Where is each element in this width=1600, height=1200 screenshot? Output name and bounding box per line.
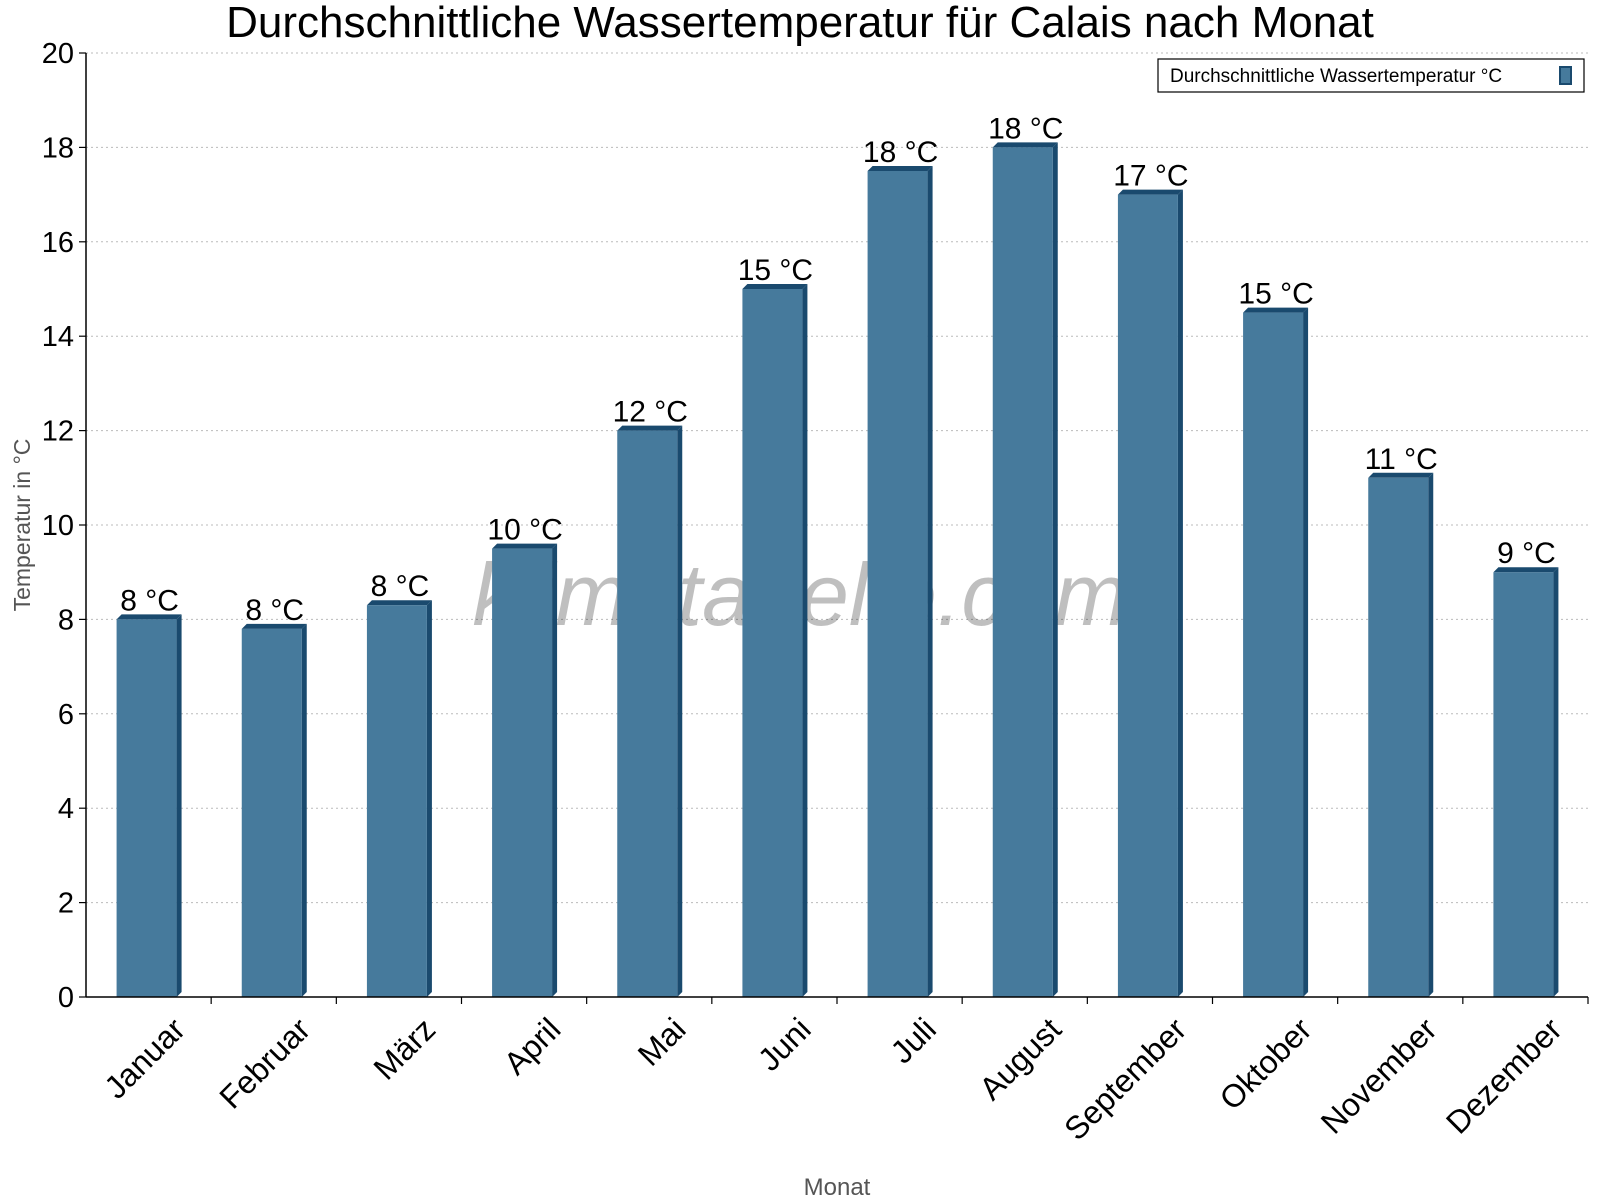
y-tick-label: 16	[42, 227, 74, 259]
gridlines	[86, 52, 1588, 904]
bar-side	[1177, 189, 1183, 998]
bar-side	[927, 166, 933, 997]
bar-side	[301, 623, 307, 997]
bar	[617, 430, 678, 998]
x-tick-label: Juli	[884, 1011, 943, 1070]
data-label: 10 °C	[487, 514, 562, 547]
bar-top	[1243, 307, 1309, 313]
bar-august	[992, 142, 1058, 997]
bar-side	[802, 284, 808, 997]
x-tick-label: September	[1057, 1011, 1193, 1147]
bar	[241, 628, 302, 997]
bar-side	[1303, 307, 1309, 998]
bar	[867, 171, 928, 997]
x-tick-label: Dezember	[1439, 1011, 1569, 1141]
data-label: 8 °C	[371, 570, 430, 603]
data-label: 8 °C	[245, 594, 304, 627]
bar-top	[116, 614, 182, 620]
data-label: 18 °C	[863, 136, 938, 169]
data-label: 15 °C	[1238, 278, 1313, 311]
bar-juli	[867, 166, 933, 997]
bar	[1368, 477, 1429, 997]
chart-title: Durchschnittliche Wassertemperatur für C…	[226, 0, 1374, 47]
bar-top	[742, 284, 808, 289]
bar-mai	[617, 425, 683, 998]
bar-oktober	[1243, 307, 1309, 998]
data-label: 18 °C	[988, 112, 1063, 145]
data-label: 8 °C	[120, 584, 179, 617]
x-axis-label: Monat	[804, 1174, 871, 1200]
bar	[366, 605, 427, 997]
x-tick-label: Mai	[631, 1011, 693, 1073]
bar-side	[552, 543, 558, 997]
x-tick-label: Oktober	[1212, 1011, 1318, 1117]
y-tick-label: 14	[42, 321, 74, 353]
bar	[742, 289, 803, 997]
bar-side	[1553, 567, 1559, 997]
x-tick-label: April	[497, 1011, 568, 1082]
x-tick-label: März	[367, 1011, 443, 1087]
bar-märz	[366, 600, 432, 997]
bar	[992, 147, 1053, 997]
bar-side	[426, 600, 432, 997]
data-label: 17 °C	[1113, 160, 1188, 193]
bar	[1493, 572, 1554, 997]
bar-top	[492, 543, 558, 549]
bar-top	[867, 166, 933, 171]
bar-side	[1428, 472, 1434, 997]
data-label: 12 °C	[613, 396, 688, 429]
y-tick-label: 2	[58, 888, 74, 920]
data-label: 9 °C	[1497, 537, 1556, 570]
bar-top	[1117, 189, 1183, 195]
bar-top	[617, 425, 683, 431]
bar-side	[677, 425, 683, 998]
bar-top	[241, 623, 307, 629]
legend-box	[1157, 58, 1585, 93]
bar-dezember	[1493, 567, 1559, 997]
y-tick-label: 0	[58, 982, 74, 1014]
bar-april	[492, 543, 558, 997]
y-tick-label: 8	[58, 604, 74, 636]
bar-juni	[742, 284, 808, 997]
x-tick-label: November	[1314, 1011, 1444, 1141]
y-tick-label: 12	[42, 416, 74, 448]
bar-top	[1368, 472, 1434, 478]
legend-label: Durchschnittliche Wassertemperatur °C	[1170, 66, 1502, 87]
x-tick-label: Januar	[97, 1011, 192, 1106]
legend-swatch	[1559, 66, 1572, 85]
bar	[1243, 312, 1304, 998]
bar	[1117, 194, 1178, 998]
data-label: 15 °C	[738, 254, 813, 287]
x-tick-label: Juni	[751, 1011, 818, 1078]
y-tick-label: 10	[42, 510, 74, 542]
bar	[116, 619, 177, 997]
bar	[492, 548, 553, 997]
data-label: 11 °C	[1365, 443, 1438, 476]
legend: Durchschnittliche Wassertemperatur °C	[1157, 58, 1585, 93]
y-tick-label: 6	[58, 699, 74, 731]
y-tick-label: 18	[42, 132, 74, 164]
y-tick-label: 4	[58, 793, 74, 825]
bar-september	[1117, 189, 1183, 998]
x-tick-label: August	[972, 1011, 1068, 1107]
bar-januar	[116, 614, 182, 997]
bar-side	[176, 614, 182, 997]
bar-top	[992, 142, 1058, 148]
bar-top	[1493, 567, 1559, 573]
bars: 8 °C 8 °C 8 °C 10 °C 12 °C 15 °C 18 °C 18 °C 17 …	[116, 112, 1559, 998]
bar-november	[1368, 472, 1434, 997]
y-tick-label: 20	[42, 38, 74, 70]
bar-top	[366, 600, 432, 606]
bar-februar	[241, 623, 307, 997]
x-tick-label: Februar	[212, 1011, 317, 1116]
bar-side	[1052, 142, 1058, 997]
y-axis-label: Temperatur in °C	[9, 439, 35, 612]
